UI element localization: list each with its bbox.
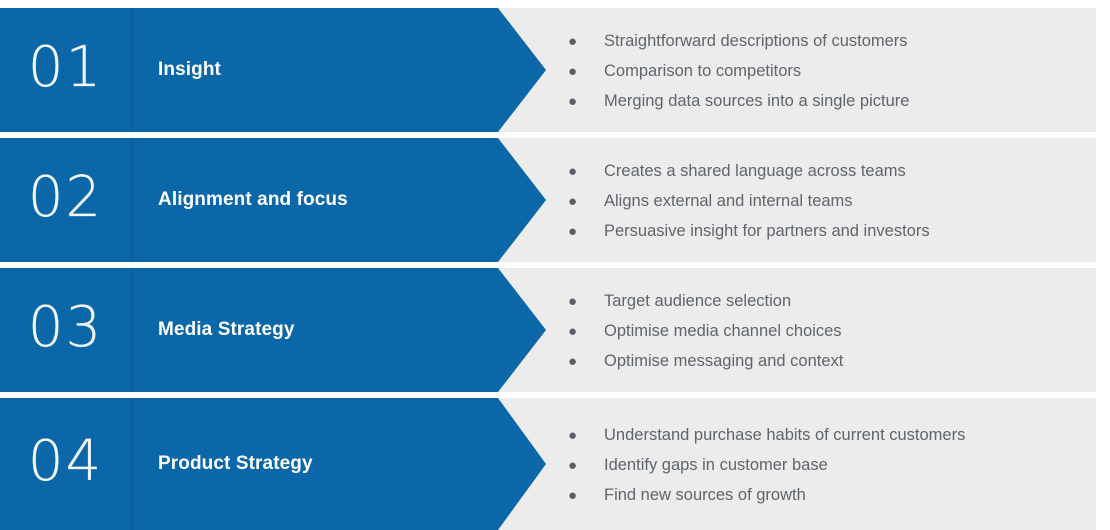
step-label-box: Product Strategy [132,398,498,530]
step-label: Alignment and focus [158,189,348,210]
bullet-dot-icon: ● [568,63,578,80]
step-row: 04 Product Strategy ● Understand purchas… [0,398,1096,530]
step-number-box: 04 [0,398,131,530]
bullet-text: Understand purchase habits of current cu… [604,426,966,444]
step-row: 01 Insight ● Straightforward description… [0,8,1096,132]
list-item: ● Find new sources of growth [560,480,1096,510]
step-number-box: 02 [0,138,131,262]
step-number: 02 [27,165,104,230]
step-label: Media Strategy [158,319,295,340]
step-label: Insight [158,59,221,80]
list-item: ● Persuasive insight for partners and in… [560,216,1096,246]
bullet-dot-icon: ● [568,93,578,110]
bullet-dot-icon: ● [568,427,578,444]
bullet-text: Aligns external and internal teams [604,192,853,210]
bullet-text: Straightforward descriptions of customer… [604,32,908,50]
list-item: ● Comparison to competitors [560,56,1096,86]
bullet-dot-icon: ● [568,193,578,210]
bullet-dot-icon: ● [568,487,578,504]
bullet-dot-icon: ● [568,323,578,340]
step-number: 03 [27,295,104,360]
step-label-box: Insight [132,8,498,132]
bullet-dot-icon: ● [568,293,578,310]
bullet-text: Optimise media channel choices [604,322,842,340]
step-label-box: Alignment and focus [132,138,498,262]
bullet-text: Creates a shared language across teams [604,162,906,180]
bullet-dot-icon: ● [568,457,578,474]
step-number-box: 01 [0,8,131,132]
bullet-dot-icon: ● [568,223,578,240]
bullet-text: Identify gaps in customer base [604,456,828,474]
list-item: ● Identify gaps in customer base [560,450,1096,480]
list-item: ● Understand purchase habits of current … [560,420,1096,450]
bullet-text: Persuasive insight for partners and inve… [604,222,930,240]
step-bullet-list: ● Target audience selection ● Optimise m… [560,268,1096,392]
list-item: ● Aligns external and internal teams [560,186,1096,216]
step-label: Product Strategy [158,453,313,474]
list-item: ● Creates a shared language across teams [560,156,1096,186]
bullet-dot-icon: ● [568,163,578,180]
step-bullet-list: ● Straightforward descriptions of custom… [560,8,1096,132]
step-label-box: Media Strategy [132,268,498,392]
step-row: 03 Media Strategy ● Target audience sele… [0,268,1096,392]
step-row: 02 Alignment and focus ● Creates a share… [0,138,1096,262]
bullet-dot-icon: ● [568,33,578,50]
list-item: ● Optimise messaging and context [560,346,1096,376]
step-bullet-list: ● Understand purchase habits of current … [560,398,1096,530]
bullet-text: Target audience selection [604,292,792,310]
bullet-dot-icon: ● [568,353,578,370]
list-item: ● Target audience selection [560,286,1096,316]
step-number: 01 [27,35,104,100]
bullet-text: Comparison to competitors [604,62,802,80]
list-item: ● Merging data sources into a single pic… [560,86,1096,116]
bullet-text: Optimise messaging and context [604,352,844,370]
bullet-text: Find new sources of growth [604,486,806,504]
step-number-box: 03 [0,268,131,392]
list-item: ● Straightforward descriptions of custom… [560,26,1096,56]
list-item: ● Optimise media channel choices [560,316,1096,346]
step-bullet-list: ● Creates a shared language across teams… [560,138,1096,262]
step-number: 04 [27,429,104,494]
bullet-text: Merging data sources into a single pictu… [604,92,910,110]
